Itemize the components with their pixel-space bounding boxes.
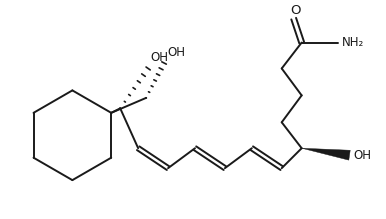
Text: OH: OH (167, 46, 185, 59)
Polygon shape (302, 148, 350, 160)
Text: NH₂: NH₂ (342, 36, 364, 49)
Text: O: O (290, 4, 301, 17)
Text: OH: OH (354, 149, 371, 162)
Text: OH: OH (150, 51, 168, 64)
